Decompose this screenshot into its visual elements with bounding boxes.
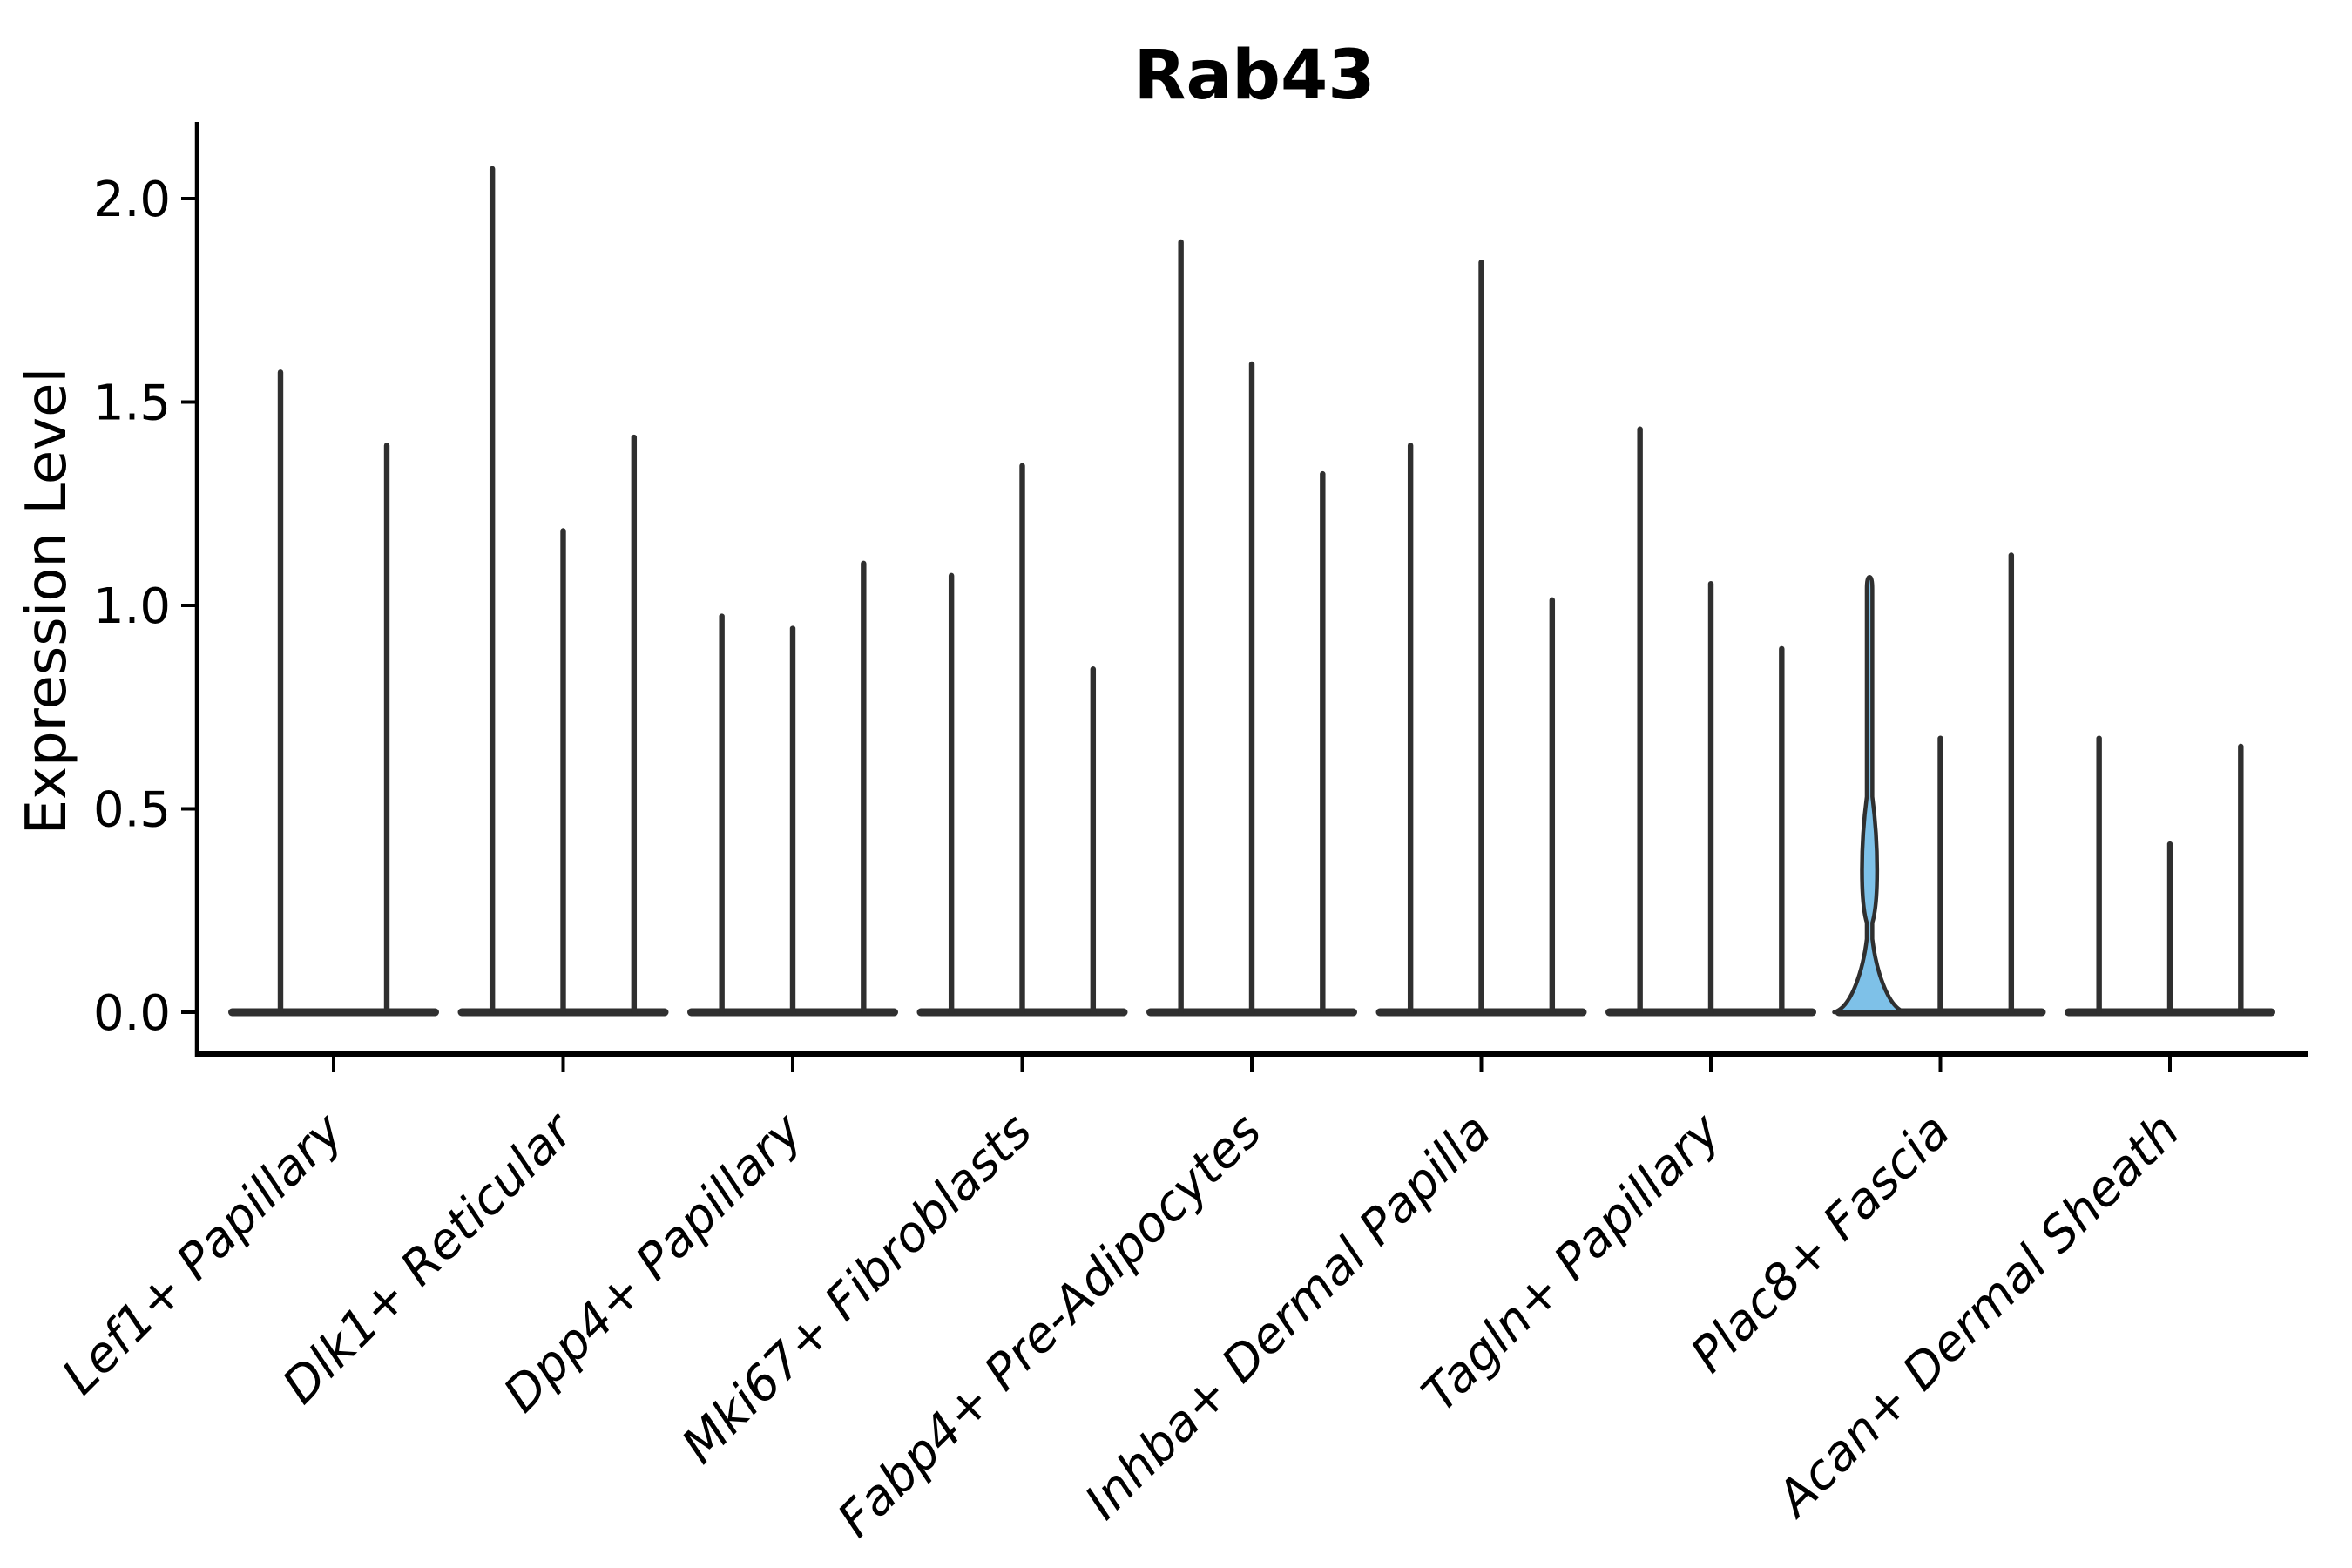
violin-spike-tagln-papillary-3: [1779, 645, 1785, 1016]
violin-spike-fabp4-pre-adipocytes-3: [1320, 470, 1326, 1016]
violin-spike-acan-dermal-sheath-3: [2238, 743, 2244, 1016]
violin-spike-lef1-papillary-2: [383, 443, 390, 1016]
violin-spike-dpp4-papillary-1: [719, 613, 725, 1016]
violin-spike-dpp4-papillary-2: [789, 625, 796, 1016]
x-tick-label: Acan+ Dermal Sheath: [1765, 1103, 2191, 1529]
violin-spike-mki67-fibroblasts-3: [1090, 666, 1097, 1016]
violin-spike-dpp4-papillary-3: [861, 560, 867, 1016]
violin-spike-dlk1-reticular-2: [560, 528, 566, 1016]
violins-layer: [277, 166, 2244, 1016]
violin-spike-dlk1-reticular-1: [489, 166, 496, 1016]
violin-spike-plac8-fascia-3: [2008, 552, 2015, 1016]
x-tick-label: Inhba+ Dermal Papilla: [1074, 1103, 1502, 1531]
violin-spike-inhba-dermal-papilla-3: [1549, 597, 1556, 1016]
y-tick-label: 0.5: [93, 782, 171, 839]
violin-spike-tagln-papillary-1: [1637, 426, 1643, 1016]
violin-spike-dlk1-reticular-3: [631, 434, 638, 1016]
violin-spike-mki67-fibroblasts-1: [948, 572, 955, 1016]
y-tick-label: 0.0: [93, 985, 171, 1042]
violin-spike-fabp4-pre-adipocytes-1: [1178, 239, 1184, 1016]
violin-spike-fabp4-pre-adipocytes-2: [1248, 361, 1255, 1016]
axes-layer: [181, 122, 2308, 1072]
violin-spike-mki67-fibroblasts-2: [1019, 463, 1025, 1016]
violin-base-bar: [228, 1008, 439, 1017]
violin-spike-lef1-papillary-1: [277, 369, 284, 1016]
violin-spike-inhba-dermal-papilla-1: [1407, 443, 1414, 1016]
y-tick-label: 1.5: [93, 375, 171, 432]
violin-spike-acan-dermal-sheath-2: [2166, 841, 2173, 1016]
violin-spike-plac8-fascia-2: [1937, 735, 1943, 1016]
chart-title: Rab43: [1133, 37, 1375, 115]
y-axis-label: Expression Level: [15, 368, 79, 835]
y-tick-label: 2.0: [93, 172, 171, 228]
violin-spike-tagln-papillary-2: [1707, 580, 1714, 1016]
violin-highlighted-plac8-fascia: [1832, 575, 1908, 1015]
x-tick-label: Fabp4+ Pre-Adipocytes: [828, 1103, 1273, 1548]
violin-spike-acan-dermal-sheath-1: [2096, 735, 2102, 1016]
violin-spike-inhba-dermal-papilla-2: [1478, 260, 1484, 1016]
y-tick-label: 1.0: [93, 578, 171, 635]
